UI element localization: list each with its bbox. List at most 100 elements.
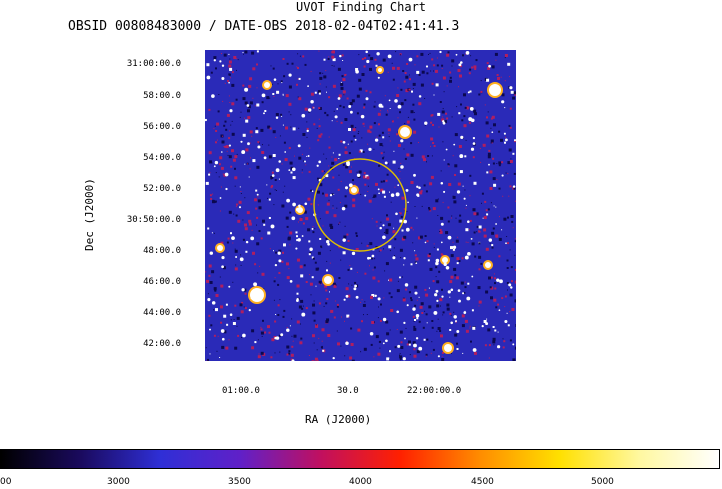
noise-speckle [238,200,242,204]
noise-speckle [416,55,419,58]
noise-speckle [421,70,425,74]
noise-speckle [454,174,456,176]
noise-speckle [235,214,238,217]
noise-speckle [441,288,443,291]
noise-speckle [449,71,452,74]
noise-speckle [332,205,334,207]
noise-speckle [282,191,284,193]
noise-speckle [421,155,425,159]
noise-speckle [272,130,276,134]
noise-speckle [296,235,298,238]
noise-speckle [441,254,444,257]
noise-speckle [495,306,498,309]
noise-speckle [476,225,479,228]
noise-speckle [344,320,345,322]
star [327,242,330,246]
noise-speckle [262,219,265,223]
noise-speckle [213,309,215,311]
noise-speckle [381,131,384,134]
noise-speckle [237,59,239,61]
noise-speckle [381,105,384,108]
noise-speckle [247,163,248,165]
noise-speckle [379,319,382,322]
star [499,279,503,284]
noise-speckle [440,170,442,172]
noise-speckle [302,222,305,225]
star [463,197,466,200]
noise-speckle [338,246,341,249]
star [213,59,216,62]
noise-speckle [399,357,402,360]
noise-speckle [427,259,430,262]
noise-speckle [486,134,490,138]
noise-speckle [478,255,482,259]
noise-speckle [488,276,491,280]
noise-speckle [494,282,496,285]
noise-speckle [515,324,516,327]
noise-speckle [269,97,271,99]
noise-speckle [448,165,450,167]
noise-speckle [408,343,411,346]
noise-speckle [358,78,362,82]
noise-speckle [223,330,227,334]
star [278,160,281,163]
noise-speckle [298,221,299,223]
noise-speckle [261,335,263,337]
noise-speckle [373,122,376,125]
noise-speckle [407,116,409,118]
noise-speckle [240,193,242,194]
noise-speckle [451,116,453,118]
noise-speckle [331,156,333,158]
noise-speckle [438,126,440,128]
noise-speckle [290,114,292,116]
noise-speckle [418,320,421,323]
noise-speckle [462,185,464,187]
noise-speckle [286,345,290,349]
noise-speckle [318,50,320,52]
noise-speckle [397,117,399,119]
noise-speckle [326,114,329,117]
star [403,321,406,325]
star [501,174,504,177]
star [275,168,280,173]
noise-speckle [296,83,298,86]
noise-speckle [230,124,232,126]
noise-speckle [225,145,229,149]
noise-speckle [320,245,323,248]
noise-speckle [254,263,257,266]
star [371,254,375,258]
noise-speckle [215,172,217,174]
star [501,100,505,104]
star [353,287,357,291]
noise-speckle [389,278,393,282]
noise-speckle [473,231,476,234]
noise-speckle [419,235,423,239]
noise-speckle [512,358,516,361]
noise-speckle [209,281,213,284]
noise-speckle [319,83,321,85]
noise-speckle [488,344,491,347]
noise-speckle [414,285,418,289]
noise-speckle [433,243,435,245]
noise-speckle [244,163,246,165]
noise-speckle [214,125,216,127]
noise-speckle [396,329,398,330]
star [497,345,501,349]
noise-speckle [317,177,321,181]
noise-speckle [457,182,461,186]
noise-speckle [256,50,259,53]
noise-speckle [504,141,506,144]
noise-speckle [291,62,294,65]
noise-speckle [487,155,491,159]
noise-speckle [268,198,271,201]
noise-speckle [328,199,330,201]
star [418,346,423,351]
star [472,348,477,352]
noise-speckle [333,214,337,218]
noise-speckle [215,308,218,312]
noise-speckle [423,338,426,341]
noise-speckle [228,137,231,140]
noise-speckle [316,127,318,129]
noise-speckle [377,352,381,356]
noise-speckle [273,204,275,206]
